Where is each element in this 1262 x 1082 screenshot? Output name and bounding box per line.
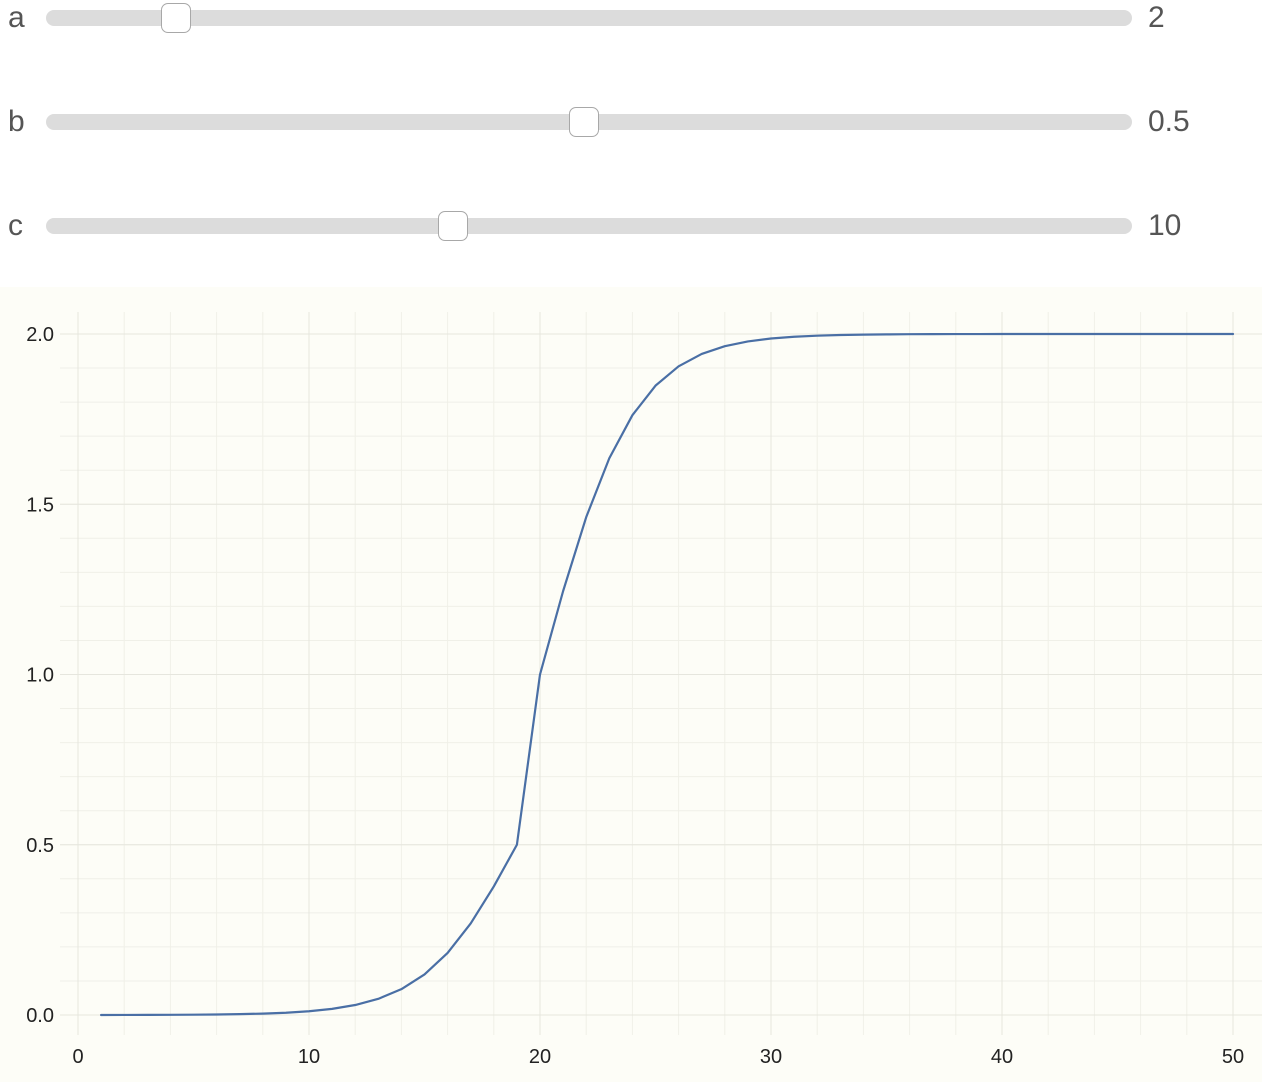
x-tick-label: 20 bbox=[529, 1046, 551, 1068]
slider-thumb-a[interactable] bbox=[161, 3, 192, 33]
slider-track-b[interactable] bbox=[46, 107, 1132, 137]
slider-track-a[interactable] bbox=[46, 3, 1132, 33]
slider-row-c: c 10 bbox=[0, 196, 1262, 256]
slider-row-a: a 2 bbox=[0, 0, 1262, 48]
x-tick-label: 10 bbox=[298, 1046, 320, 1068]
y-tick-label: 1.0 bbox=[26, 665, 54, 687]
x-tick-label: 40 bbox=[991, 1046, 1013, 1068]
slider-label-b: b bbox=[8, 105, 25, 138]
y-tick-label: 0.0 bbox=[26, 1005, 54, 1027]
slider-value-b: 0.5 bbox=[1148, 105, 1190, 138]
slider-row-b: b 0.5 bbox=[0, 92, 1262, 152]
y-tick-label: 2.0 bbox=[26, 324, 54, 346]
slider-label-a: a bbox=[8, 1, 25, 34]
y-tick-label: 0.5 bbox=[26, 835, 54, 857]
y-tick-label: 1.5 bbox=[26, 494, 54, 516]
slider-track-c[interactable] bbox=[46, 211, 1132, 241]
chart-area: 0 10 20 30 40 50 0.0 0.5 1.0 1.5 2.0 bbox=[0, 287, 1262, 1082]
x-tick-label: 0 bbox=[72, 1046, 83, 1068]
slider-label-c: c bbox=[8, 209, 23, 242]
slider-value-a: 2 bbox=[1148, 1, 1165, 34]
x-tick-label: 50 bbox=[1222, 1046, 1244, 1068]
slider-thumb-b[interactable] bbox=[568, 107, 599, 137]
slider-value-c: 10 bbox=[1148, 209, 1182, 242]
series-line-0 bbox=[99, 332, 1235, 1017]
x-tick-label: 30 bbox=[760, 1046, 782, 1068]
slider-thumb-c[interactable] bbox=[438, 211, 469, 241]
line-chart: 0 10 20 30 40 50 0.0 0.5 1.0 1.5 2.0 bbox=[26, 312, 1262, 1068]
